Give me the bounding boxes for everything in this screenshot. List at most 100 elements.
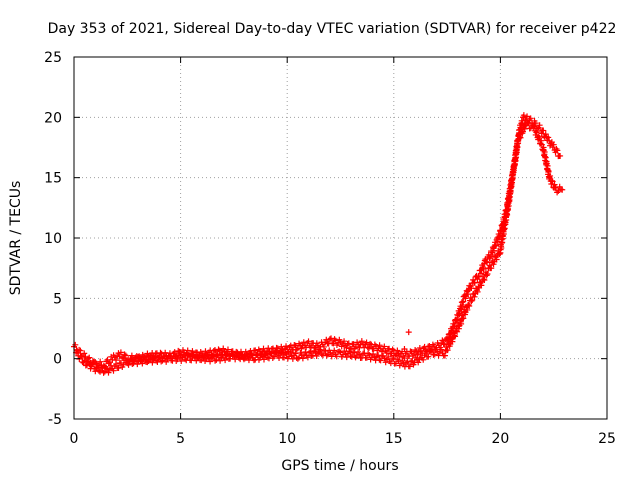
data-point: [420, 356, 427, 363]
data-point: [394, 347, 401, 354]
data-point: [382, 359, 389, 366]
data-point: [380, 352, 387, 359]
data-point: [144, 359, 151, 366]
data-point: [537, 140, 544, 147]
data-point: [551, 181, 558, 188]
data-point: [78, 353, 85, 360]
axis-ticks: 0 5 10 15 20 25 -5 0 5 10 15 20 25: [44, 50, 616, 447]
data-point: [260, 356, 267, 363]
data-point: [471, 293, 478, 300]
data-point: [181, 356, 188, 363]
x-tick-label: 15: [385, 431, 403, 447]
data-point: [465, 301, 472, 308]
data-point: [94, 363, 101, 370]
data-point: [460, 315, 467, 322]
data-point: [427, 348, 434, 355]
data-point: [298, 345, 305, 352]
data-point: [550, 141, 557, 148]
y-tick-label: 20: [44, 110, 62, 126]
data-point: [128, 356, 135, 363]
x-tick-label: 20: [491, 431, 509, 447]
data-point: [81, 350, 88, 357]
data-point: [232, 356, 239, 363]
data-point: [97, 358, 104, 365]
data-point: [531, 123, 538, 130]
data-point: [304, 354, 311, 361]
data-point: [139, 360, 146, 367]
data-point: [545, 168, 552, 175]
data-point: [273, 349, 280, 356]
data-point: [444, 347, 451, 354]
data-point: [291, 341, 298, 348]
data-point: [538, 137, 545, 144]
data-point: [190, 351, 197, 358]
data-point: [498, 244, 505, 251]
data-point: [328, 353, 335, 360]
data-point: [130, 360, 137, 367]
data-point: [515, 140, 522, 147]
data-point: [86, 354, 93, 361]
data-point: [373, 353, 380, 360]
data-point: [439, 337, 446, 344]
data-point: [386, 345, 393, 352]
data-point: [283, 343, 290, 350]
data-point: [367, 340, 374, 347]
data-point: [341, 348, 348, 355]
data-point: [524, 113, 531, 120]
data-point: [126, 357, 133, 364]
data-point: [333, 353, 340, 360]
data-point: [496, 251, 503, 258]
data-point: [385, 353, 392, 360]
y-tick-label: 0: [53, 352, 62, 368]
data-point: [189, 348, 196, 355]
data-point: [287, 349, 294, 356]
x-tick-label: 10: [278, 431, 296, 447]
data-point: [74, 347, 81, 354]
data-point: [412, 346, 419, 353]
y-tick-label: 25: [44, 50, 62, 66]
data-point: [149, 359, 156, 366]
data-point: [520, 112, 527, 119]
data-point: [406, 363, 413, 370]
data-point: [199, 352, 206, 359]
data-point: [276, 355, 283, 362]
data-point: [345, 340, 352, 347]
data-point: [363, 339, 370, 346]
data-point: [248, 351, 255, 358]
data-point: [98, 364, 105, 371]
y-tick-label: 15: [44, 171, 62, 187]
data-point: [185, 352, 192, 359]
data-point: [536, 122, 543, 129]
data-point: [389, 346, 396, 353]
data-point: [314, 350, 321, 357]
data-point: [125, 361, 132, 368]
data-point: [264, 354, 271, 361]
data-point: [163, 358, 170, 365]
data-point: [456, 311, 463, 318]
data-point: [540, 127, 547, 134]
data-point: [484, 270, 491, 277]
data-point: [302, 348, 309, 355]
data-point: [105, 369, 112, 376]
data-point: [331, 347, 338, 354]
data-point: [258, 350, 265, 357]
data-point: [405, 329, 412, 336]
data-point: [113, 361, 120, 368]
data-point: [356, 351, 363, 358]
data-point: [210, 353, 217, 360]
data-point: [471, 279, 478, 286]
data-point: [129, 360, 136, 367]
data-point: [401, 346, 408, 353]
data-point: [549, 178, 556, 185]
data-point: [403, 359, 410, 366]
data-point: [204, 352, 211, 359]
data-point: [313, 352, 320, 359]
data-point: [461, 292, 468, 299]
data-point: [318, 351, 325, 358]
data-point: [435, 352, 442, 359]
data-point: [338, 343, 345, 350]
data-point: [235, 354, 242, 361]
data-point: [559, 186, 566, 193]
